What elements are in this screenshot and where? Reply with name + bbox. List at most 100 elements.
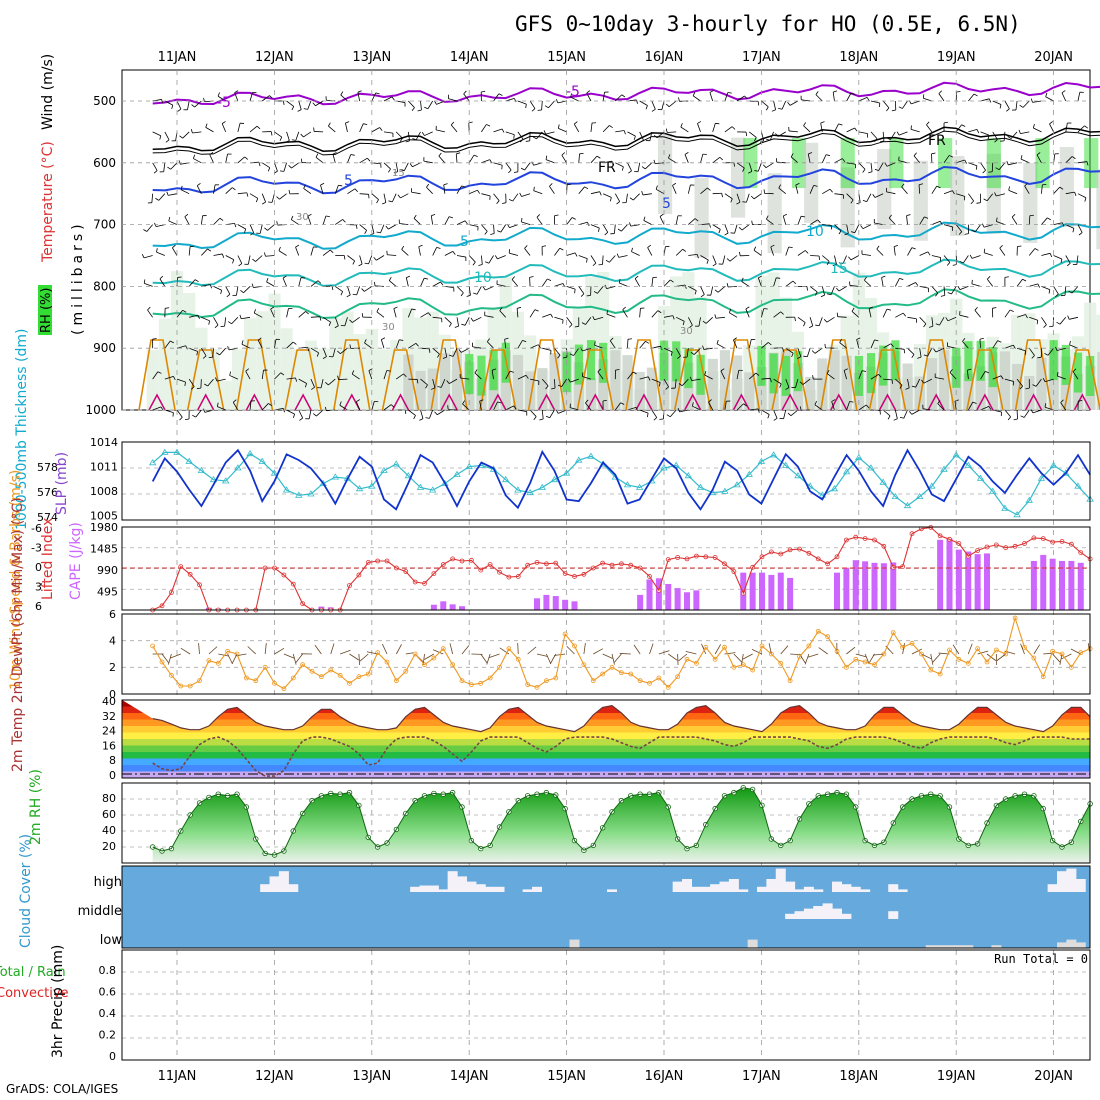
rh-cell [964, 341, 973, 382]
wind-barb [627, 162, 632, 172]
surface-barb [649, 643, 654, 655]
wind-barb [708, 401, 714, 411]
wind-barb [1053, 186, 1061, 194]
data-point [1025, 496, 1033, 503]
wind-barb [155, 197, 160, 201]
temp-band [122, 719, 1090, 726]
wind-barb [778, 187, 787, 195]
wind-barb [349, 319, 353, 323]
contour-30 [976, 393, 994, 411]
wind-barb [585, 402, 592, 411]
wind-barb [153, 170, 158, 174]
cloud-bar [447, 871, 458, 892]
wind-barb [1043, 324, 1047, 328]
wind-barb [337, 350, 341, 355]
contour-label: 5 [460, 234, 469, 250]
wind-barb [364, 339, 367, 344]
run-total-label: Run Total = 0 [994, 952, 1088, 966]
wind-barb [310, 316, 320, 318]
wind-barb [773, 311, 781, 318]
wind-barb [684, 284, 687, 289]
data-point [757, 457, 766, 464]
wind-barb [228, 321, 232, 325]
wind-barb [486, 124, 491, 127]
wind-barb [216, 402, 219, 407]
wind-barb [833, 90, 838, 93]
wind-barb [694, 218, 699, 222]
wind-barb [383, 162, 391, 170]
wind-barb [727, 92, 732, 94]
wind-barb [519, 192, 522, 197]
wind-barb [602, 125, 610, 133]
wind-barb [644, 162, 653, 170]
wind-barb [449, 378, 458, 384]
cloud-bar [841, 913, 852, 919]
rh-cell [231, 349, 245, 410]
wind-barb [356, 224, 358, 229]
wind-barb [814, 291, 818, 296]
wind-barb [189, 314, 199, 318]
thickness-tick: 574 [37, 511, 58, 524]
surface-barb [432, 649, 444, 655]
wind-barb [736, 95, 745, 102]
rh-tick: 60 [102, 808, 116, 821]
cloud-bar [832, 881, 843, 892]
wind-barb [894, 278, 900, 287]
wind-barb [818, 317, 823, 326]
rh-cell [1023, 162, 1038, 243]
wind-barb [680, 123, 683, 128]
cloud-bg [122, 866, 1090, 948]
rh-cell [672, 341, 681, 382]
wind-barb [324, 406, 327, 411]
wind-barb [868, 171, 873, 174]
wind-barb [388, 280, 397, 287]
wind-barb [1072, 228, 1075, 233]
wind-barb [438, 155, 446, 164]
wind-barb [411, 107, 415, 112]
wind-barb [761, 308, 765, 318]
wind-barb [452, 348, 458, 357]
contour-30 [635, 393, 653, 411]
wind-barb [736, 193, 741, 203]
wind-barb [303, 131, 312, 138]
wind-tick: 2 [109, 661, 116, 674]
wind-barb [996, 221, 1006, 225]
wind-barb [274, 131, 283, 138]
wind-barb [935, 377, 945, 380]
wind-barb [476, 286, 482, 295]
wind-barb [805, 250, 809, 254]
wind-barb [702, 320, 707, 324]
wind-barb [207, 248, 212, 252]
cloud-bar [1057, 871, 1068, 892]
cape-bar [1030, 560, 1037, 610]
wind-barb [493, 224, 495, 234]
wind-barb [216, 352, 220, 356]
wind-barb [251, 283, 254, 288]
wind-barb [992, 340, 998, 349]
wind-barb [542, 245, 547, 247]
wind-barb [962, 341, 969, 349]
wind-barb [849, 401, 854, 403]
wind-barb [976, 202, 981, 204]
wind-barb [407, 308, 413, 318]
surface-barb [701, 643, 707, 655]
wind-barb [1044, 406, 1054, 411]
contour-30 [294, 393, 312, 411]
wind-barb [901, 183, 905, 188]
wind-barb [346, 294, 351, 298]
wind-barb [911, 247, 916, 250]
wind-barb [795, 184, 799, 194]
rh-cell [537, 368, 548, 410]
wind-barb [500, 224, 507, 233]
surface-barb [517, 642, 519, 655]
wind-barb [1065, 191, 1075, 195]
temp-band [122, 758, 1090, 765]
wind-barb [298, 409, 304, 419]
data-point [246, 449, 254, 457]
wind-barb [383, 404, 392, 411]
temp-tick: 8 [109, 754, 116, 767]
wind-barb [639, 308, 641, 318]
wind-barb [391, 193, 397, 203]
wind-barb [876, 245, 880, 250]
